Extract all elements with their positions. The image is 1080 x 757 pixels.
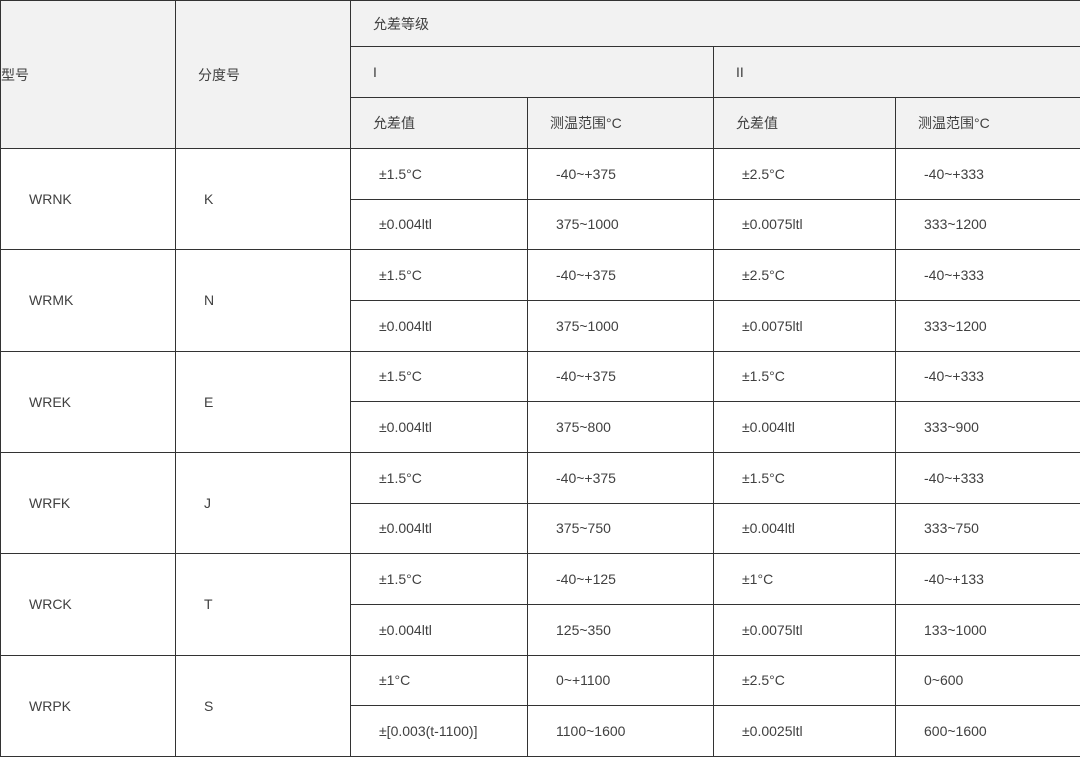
temp-range-cell: 375~1000: [527, 198, 714, 251]
col-header-temp-range-1: 测温范围°C: [527, 97, 714, 149]
model-cell: WRCK: [0, 553, 176, 656]
tolerance-value-cell: ±1.5°C: [350, 553, 528, 605]
graduation-cell: J: [175, 451, 351, 555]
model-cell: WRMK: [0, 249, 176, 352]
header-row-subcolumns: 允差值 测温范围°C 允差值 测温范围°C: [1, 97, 1080, 149]
tolerance-value-cell: ±1°C: [713, 553, 896, 605]
graduation-cell: N: [175, 249, 351, 352]
temp-range-cell: -40~+333: [895, 451, 1080, 504]
temp-range-cell: -40~+125: [527, 553, 714, 605]
table-subrow: ±0.004ltl 375~800 ±0.004ltl 333~900: [1, 401, 1080, 453]
col-header-grade-1: I: [350, 46, 714, 98]
table-subrow: ±0.004ltl 375~1000 ±0.0075ltl 333~1200: [1, 198, 1080, 251]
table-row: WRFK J ±1.5°C -40~+375 ±1.5°C -40~+333: [0, 451, 1080, 555]
tolerance-value-cell: ±0.004ltl: [713, 502, 896, 555]
tolerance-value-cell: ±0.0075ltl: [713, 198, 896, 251]
temp-range-cell: -40~+375: [527, 148, 714, 200]
table-subrow: ±0.004ltl 375~1000 ±0.0075ltl 333~1200: [1, 299, 1080, 352]
tolerance-value-cell: ±0.0075ltl: [713, 603, 896, 656]
temp-range-cell: 600~1600: [895, 705, 1080, 757]
table-row: WREK E ±1.5°C -40~+375 ±1.5°C -40~+333: [0, 350, 1080, 453]
col-header-grade-2: II: [713, 46, 1080, 98]
col-header-tolerance-value-1: 允差值: [350, 97, 528, 149]
graduation-cell: S: [175, 654, 351, 757]
temp-range-cell: 375~750: [527, 502, 714, 555]
model-cell: WRFK: [0, 451, 176, 555]
temp-range-cell: -40~+375: [527, 249, 714, 301]
table-row: WRCK T ±1.5°C -40~+125 ±1°C -40~+133: [0, 553, 1080, 656]
temp-range-cell: 333~1200: [895, 198, 1080, 251]
tolerance-value-cell: ±0.004ltl: [713, 401, 896, 453]
tolerance-value-cell: ±0.004ltl: [350, 603, 528, 656]
tolerance-value-cell: ±1°C: [350, 654, 528, 707]
temp-range-cell: -40~+333: [895, 148, 1080, 200]
tolerance-value-cell: ±1.5°C: [713, 451, 896, 504]
col-header-tolerance-grade: 允差等级: [350, 0, 1080, 47]
temp-range-cell: 375~800: [527, 401, 714, 453]
col-header-graduation: 分度号: [175, 0, 351, 149]
model-cell: WRPK: [0, 654, 176, 757]
graduation-cell: E: [175, 350, 351, 453]
tolerance-value-cell: ±1.5°C: [350, 148, 528, 200]
tolerance-value-cell: ±0.0075ltl: [713, 299, 896, 352]
temp-range-cell: 1100~1600: [527, 705, 714, 757]
tolerance-value-cell: ±1.5°C: [350, 350, 528, 403]
tolerance-value-cell: ±0.004ltl: [350, 401, 528, 453]
model-cell: WRNK: [0, 147, 176, 251]
table-row: WRPK S ±1°C 0~+1100 ±2.5°C 0~600: [0, 654, 1080, 757]
table-subrow: ±0.004ltl 375~750 ±0.004ltl 333~750: [1, 502, 1080, 555]
temp-range-cell: 333~900: [895, 401, 1080, 453]
col-header-temp-range-2: 测温范围°C: [895, 97, 1080, 149]
table-row: WRMK N ±1.5°C -40~+375 ±2.5°C -40~+333: [0, 249, 1080, 352]
temp-range-cell: -40~+375: [527, 451, 714, 504]
temp-range-cell: -40~+333: [895, 249, 1080, 301]
tolerance-value-cell: ±0.004ltl: [350, 299, 528, 352]
temp-range-cell: -40~+375: [527, 350, 714, 403]
col-header-tolerance-value-2: 允差值: [713, 97, 896, 149]
graduation-cell: T: [175, 553, 351, 656]
table-subrow: ±0.004ltl 125~350 ±0.0075ltl 133~1000: [1, 603, 1080, 656]
temp-range-cell: -40~+333: [895, 350, 1080, 403]
temp-range-cell: 333~1200: [895, 299, 1080, 352]
table-row: WRNK K ±1.5°C -40~+375 ±2.5°C -40~+333: [0, 147, 1080, 251]
tolerance-value-cell: ±0.004ltl: [350, 198, 528, 251]
tolerance-value-cell: ±1.5°C: [713, 350, 896, 403]
tolerance-value-cell: ±1.5°C: [350, 249, 528, 301]
tolerance-value-cell: ±0.004ltl: [350, 502, 528, 555]
col-header-model: 型号: [0, 0, 176, 149]
temp-range-cell: 333~750: [895, 502, 1080, 555]
temp-range-cell: 125~350: [527, 603, 714, 656]
temp-range-cell: 0~600: [895, 654, 1080, 707]
model-cell: WREK: [0, 350, 176, 453]
tolerance-value-cell: ±2.5°C: [713, 654, 896, 707]
tolerance-value-cell: ±0.0025ltl: [713, 705, 896, 757]
tolerance-value-cell: ±1.5°C: [350, 451, 528, 504]
table-subrow: ±[0.003(t-1100)] 1100~1600 ±0.0025ltl 60…: [1, 705, 1080, 757]
tolerance-value-cell: ±[0.003(t-1100)]: [350, 705, 528, 757]
tolerance-value-cell: ±2.5°C: [713, 249, 896, 301]
header-row-grade: 型号 分度号 允差等级: [0, 0, 1080, 149]
temp-range-cell: 0~+1100: [527, 654, 714, 707]
tolerance-value-cell: ±2.5°C: [713, 148, 896, 200]
temp-range-cell: -40~+133: [895, 553, 1080, 605]
temp-range-cell: 133~1000: [895, 603, 1080, 656]
graduation-cell: K: [175, 147, 351, 251]
temp-range-cell: 375~1000: [527, 299, 714, 352]
